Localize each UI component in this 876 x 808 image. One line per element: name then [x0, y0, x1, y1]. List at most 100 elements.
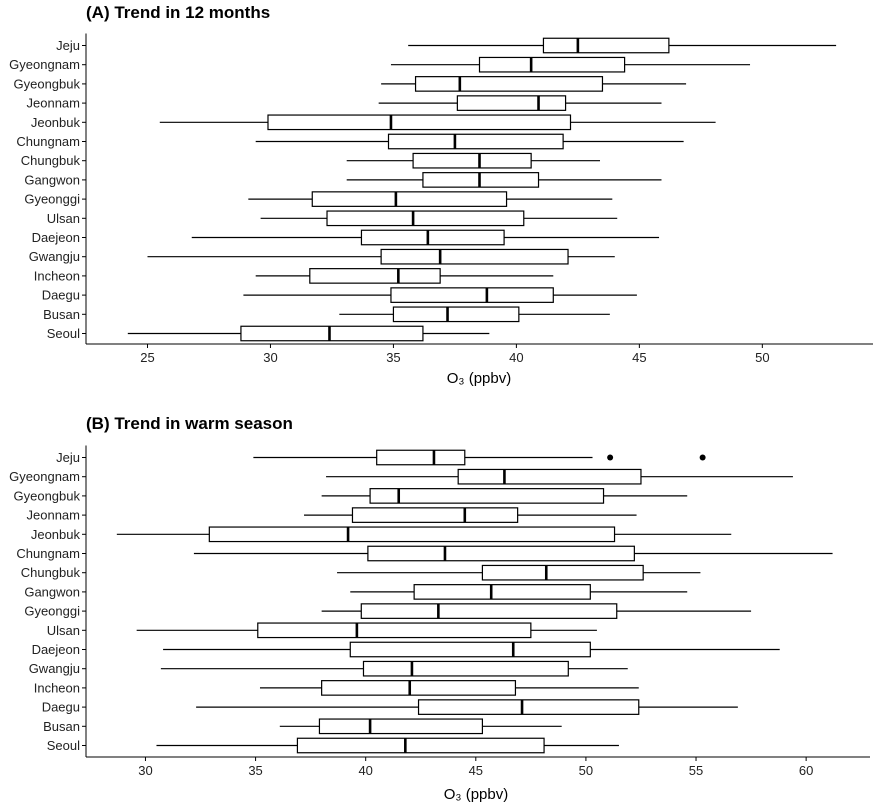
- panel-b-trend-warm-season: (B) Trend in warm season Jeju Gyeongnam Gy…: [9, 414, 870, 803]
- x-tick-label: 60: [799, 763, 813, 778]
- iqr-box: [456, 95, 567, 111]
- category-label: Seoul: [47, 738, 80, 753]
- iqr-box: [257, 622, 532, 639]
- box-busan: [279, 718, 562, 735]
- box-jeonbuk: [159, 114, 716, 131]
- panel-a-x-axis-label: O₃ (ppbv): [447, 370, 511, 387]
- iqr-box: [412, 152, 532, 169]
- box-chungnam: [193, 545, 833, 562]
- box-daejeon: [191, 229, 660, 246]
- iqr-box: [321, 680, 517, 696]
- box-incheon: [255, 268, 554, 284]
- panel-a-title: (A) Trend in 12 months: [86, 3, 270, 22]
- iqr-box: [414, 76, 604, 92]
- category-label: Jeju: [56, 38, 80, 53]
- category-label: Gwangju: [29, 661, 80, 676]
- category-label: Gyeongbuk: [14, 488, 81, 503]
- box-gyeongnam: [326, 468, 793, 485]
- box-seoul: [127, 325, 490, 342]
- panel-a-boxes: [127, 37, 837, 342]
- iqr-box: [542, 37, 670, 54]
- category-label: Gangwon: [24, 584, 80, 599]
- panel-b-title: (B) Trend in warm season: [86, 414, 293, 433]
- panel-b-x-axis-label: O₃ (ppbv): [444, 786, 508, 803]
- category-label: Jeonnam: [27, 96, 80, 111]
- outlier-point: [699, 454, 706, 461]
- iqr-box: [240, 325, 424, 342]
- box-gyeongbuk: [381, 76, 687, 92]
- x-tick-label: 30: [138, 763, 152, 778]
- iqr-box: [318, 718, 484, 735]
- iqr-box: [208, 526, 616, 543]
- box-chungbuk: [337, 564, 701, 581]
- x-tick-label: 30: [263, 350, 277, 365]
- category-label: Gangwon: [24, 172, 80, 187]
- box-jeju: [253, 449, 706, 466]
- iqr-box: [478, 56, 626, 73]
- iqr-box: [390, 287, 554, 303]
- category-label: Chungnam: [16, 134, 80, 149]
- box-daejeon: [163, 641, 780, 658]
- box-daegu: [196, 699, 738, 715]
- category-label: Jeju: [56, 450, 80, 465]
- iqr-box: [351, 507, 519, 523]
- iqr-box: [367, 545, 635, 562]
- iqr-box: [376, 449, 466, 466]
- iqr-box: [481, 564, 644, 581]
- box-jeonbuk: [116, 526, 732, 543]
- x-tick-label: 25: [140, 350, 154, 365]
- panel-a-x-axis: 25 30 35 40 45 50: [85, 33, 873, 365]
- category-label: Gwangju: [29, 249, 80, 264]
- box-ulsan: [136, 622, 597, 639]
- iqr-box: [267, 114, 572, 131]
- box-gyeonggi: [321, 603, 752, 619]
- category-label: Ulsan: [47, 623, 80, 638]
- box-seoul: [156, 737, 619, 754]
- x-tick-label: 55: [689, 763, 703, 778]
- box-incheon: [259, 680, 639, 696]
- category-label: Gyeonggi: [24, 192, 80, 207]
- category-label: Gyeongnam: [9, 469, 80, 484]
- box-busan: [339, 306, 610, 323]
- category-label: Incheon: [34, 680, 80, 695]
- iqr-box: [369, 488, 605, 504]
- box-gyeongbuk: [321, 488, 688, 504]
- category-label: Chungbuk: [21, 565, 81, 580]
- category-label: Ulsan: [47, 211, 80, 226]
- category-label: Seoul: [47, 326, 80, 341]
- panel-b-x-axis: 30 35 40 45 50 55 60: [85, 445, 870, 778]
- box-jeonnam: [304, 507, 637, 523]
- box-gyeonggi: [248, 191, 613, 207]
- category-label: Daejeon: [32, 230, 80, 245]
- panel-b-boxes: [116, 449, 833, 754]
- iqr-box: [360, 603, 618, 619]
- box-jeju: [408, 37, 837, 54]
- iqr-box: [326, 210, 525, 227]
- category-label: Jeonbuk: [31, 527, 81, 542]
- box-jeonnam: [378, 95, 662, 111]
- category-label: Gyeongbuk: [14, 76, 81, 91]
- iqr-box: [360, 229, 505, 246]
- category-label: Daegu: [42, 700, 80, 715]
- category-label: Chungnam: [16, 546, 80, 561]
- iqr-box: [417, 699, 640, 715]
- panel-b-category-labels: Jeju Gyeongnam Gyeongbuk Jeonnam Jeonbuk Chun…: [9, 450, 86, 753]
- box-gwangju: [147, 248, 615, 265]
- x-tick-label: 45: [469, 763, 483, 778]
- category-label: Jeonnam: [27, 508, 80, 523]
- box-gangwon: [346, 172, 662, 188]
- box-gwangju: [160, 660, 628, 677]
- x-tick-label: 35: [386, 350, 400, 365]
- panel-a-category-labels: Jeju Gyeongnam Gyeongbuk Jeonnam Jeonbuk Chun…: [9, 38, 86, 341]
- iqr-box: [362, 660, 569, 677]
- category-label: Gyeongnam: [9, 57, 80, 72]
- iqr-box: [296, 737, 545, 754]
- iqr-box: [392, 306, 520, 323]
- box-ulsan: [260, 210, 618, 227]
- iqr-box: [311, 191, 508, 207]
- x-tick-label: 40: [509, 350, 523, 365]
- x-tick-label: 40: [358, 763, 372, 778]
- iqr-box: [457, 468, 642, 485]
- x-tick-label: 50: [579, 763, 593, 778]
